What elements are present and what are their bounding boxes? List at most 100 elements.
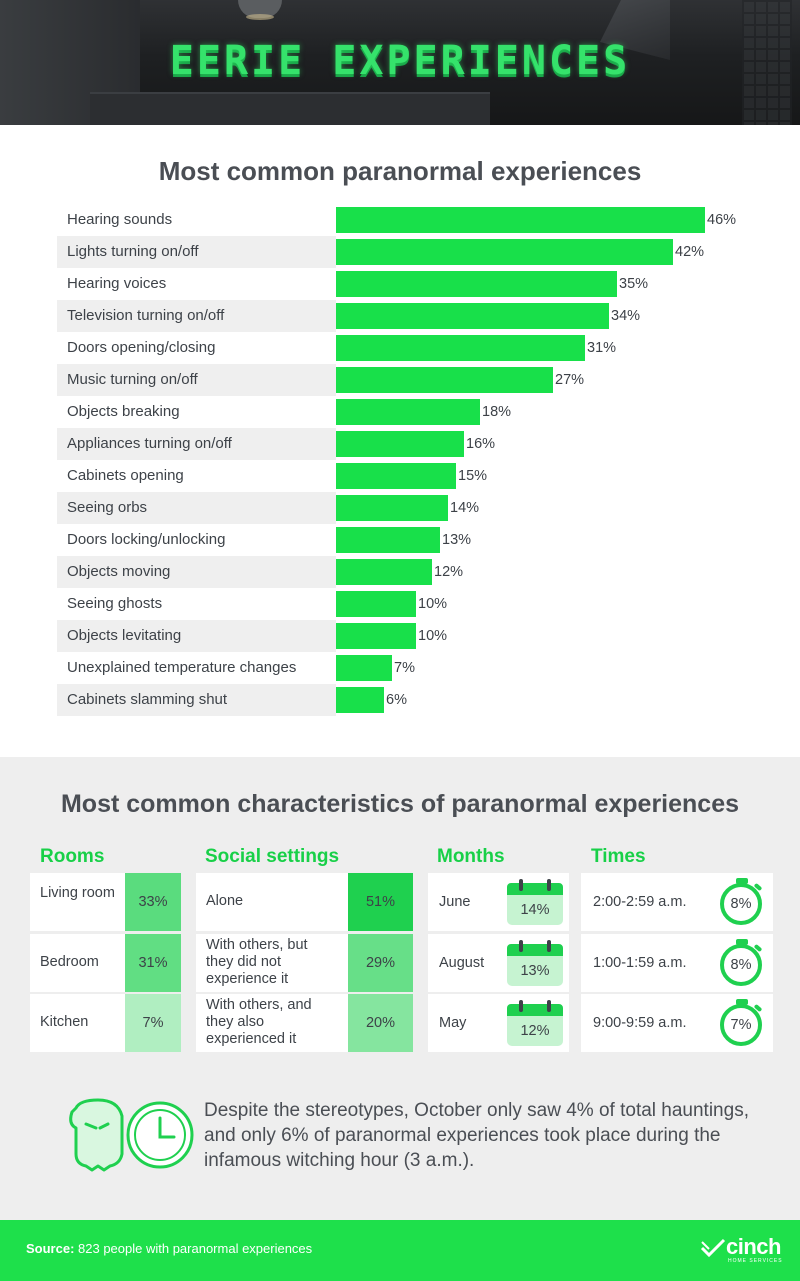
months-heading: Months: [437, 846, 505, 867]
bar-label: Hearing sounds: [67, 211, 173, 228]
bar-label: Doors locking/unlocking: [67, 531, 226, 548]
bar-row: Seeing orbs 14%: [57, 492, 757, 524]
brand-subtitle: HOME SERVICES: [728, 1258, 783, 1264]
bar-value-label: 7%: [394, 660, 415, 676]
social-heading: Social settings: [205, 846, 340, 867]
bar-label: Appliances turning on/off: [67, 435, 232, 452]
bar-label: Seeing orbs: [67, 499, 148, 516]
check-icon: [700, 1238, 726, 1258]
times-label: 2:00-2:59 a.m.: [593, 894, 687, 910]
bar: [336, 591, 416, 617]
bar-value-label: 34%: [611, 308, 641, 324]
times-label: 9:00-9:59 a.m.: [593, 1015, 687, 1031]
bar-row: Music turning on/off 27%: [57, 364, 757, 396]
kitchen-counter: [90, 92, 490, 125]
bar-row: Appliances turning on/off 16%: [57, 428, 757, 460]
social-percent: 20%: [348, 994, 413, 1052]
months-label: June: [439, 894, 471, 910]
bar: [336, 271, 617, 297]
social-percent: 51%: [348, 873, 413, 931]
stopwatch-crown: [736, 999, 748, 1005]
bar-value-label: 35%: [619, 276, 649, 292]
bar-row: Objects moving 12%: [57, 556, 757, 588]
calendar-icon: 14%: [507, 879, 563, 925]
bar-row: Cabinets slamming shut 6%: [57, 684, 757, 716]
bar-label: Objects levitating: [67, 627, 182, 644]
bar: [336, 335, 585, 361]
calendar-header: [507, 883, 563, 895]
calendar-ring: [547, 1000, 551, 1012]
bar-label: Objects breaking: [67, 403, 180, 420]
bar-row: Hearing sounds 46%: [57, 204, 757, 236]
page-title: EERIE EXPERIENCES: [169, 38, 631, 84]
bar-label: Doors opening/closing: [67, 339, 216, 356]
source-text: Source: 823 people with paranormal exper…: [26, 1241, 312, 1256]
bar-label: Music turning on/off: [67, 371, 198, 388]
bar-value-label: 10%: [418, 596, 448, 612]
bar-label: Lights turning on/off: [67, 243, 199, 260]
rooms-percent: 7%: [125, 994, 181, 1052]
bar-value-label: 13%: [442, 532, 472, 548]
bar-row: Cabinets opening 15%: [57, 460, 757, 492]
characteristics-title: Most common characteristics of paranorma…: [60, 790, 740, 818]
bar-value-label: 12%: [434, 564, 464, 580]
source-description: 823 people with paranormal experiences: [74, 1241, 313, 1256]
bar-value-label: 18%: [482, 404, 512, 420]
bar-label: Cabinets opening: [67, 467, 184, 484]
calendar-header: [507, 944, 563, 956]
bar: [336, 303, 609, 329]
rooms-percent: 33%: [125, 873, 181, 931]
bar-row: Television turning on/off 34%: [57, 300, 757, 332]
cinch-logo: cinch HOME SERVICES: [700, 1234, 790, 1268]
bar-chart: Hearing sounds 46% Lights turning on/off 42…: [57, 204, 757, 716]
bar-row: Doors locking/unlocking 13%: [57, 524, 757, 556]
calendar-ring: [519, 940, 523, 952]
times-percent: 8%: [720, 883, 762, 925]
times-percent: 8%: [720, 944, 762, 986]
bar-label: Seeing ghosts: [67, 595, 163, 612]
bar: [336, 207, 705, 233]
bar-value-label: 6%: [386, 692, 407, 708]
bar-label: Objects moving: [67, 563, 171, 580]
ghost-clock-icon: [69, 1098, 194, 1172]
stopwatch-icon: 8%: [720, 939, 764, 987]
bar: [336, 463, 456, 489]
rooms-label: Kitchen: [40, 1014, 89, 1030]
rooms-label: Bedroom: [40, 954, 99, 970]
times-label: 1:00-1:59 a.m.: [593, 955, 687, 971]
social-label: With others, and they also experienced i…: [206, 997, 312, 1047]
calendar-header: [507, 1004, 563, 1016]
bar: [336, 495, 448, 521]
bar: [336, 239, 673, 265]
calendar-icon: 13%: [507, 940, 563, 986]
tile-wall: [742, 0, 792, 125]
calendar-icon: 12%: [507, 1000, 563, 1046]
bar: [336, 431, 464, 457]
months-percent: 13%: [507, 956, 563, 986]
header-banner: EERIE EXPERIENCES: [0, 0, 800, 125]
bar: [336, 655, 392, 681]
bar-value-label: 15%: [458, 468, 488, 484]
bar: [336, 623, 416, 649]
bar-label: Hearing voices: [67, 275, 167, 292]
stopwatch-crown: [736, 939, 748, 945]
bar-row: Lights turning on/off 42%: [57, 236, 757, 268]
social-label: Alone: [206, 893, 244, 909]
months-percent: 12%: [507, 1016, 563, 1046]
pendant-lamp: [238, 0, 282, 20]
bar: [336, 559, 432, 585]
calendar-ring: [519, 879, 523, 891]
rooms-heading: Rooms: [40, 846, 105, 867]
bar-row: Hearing voices 35%: [57, 268, 757, 300]
bar-row: Unexplained temperature changes 7%: [57, 652, 757, 684]
months-percent: 14%: [507, 895, 563, 925]
bar-value-label: 10%: [418, 628, 448, 644]
months-label: August: [439, 955, 485, 971]
bar-value-label: 42%: [675, 244, 705, 260]
calendar-ring: [547, 940, 551, 952]
stopwatch-crown: [736, 878, 748, 884]
times-percent: 7%: [720, 1004, 762, 1046]
bar-label: Cabinets slamming shut: [67, 691, 228, 708]
stopwatch-icon: 7%: [720, 999, 764, 1047]
bar: [336, 687, 384, 713]
